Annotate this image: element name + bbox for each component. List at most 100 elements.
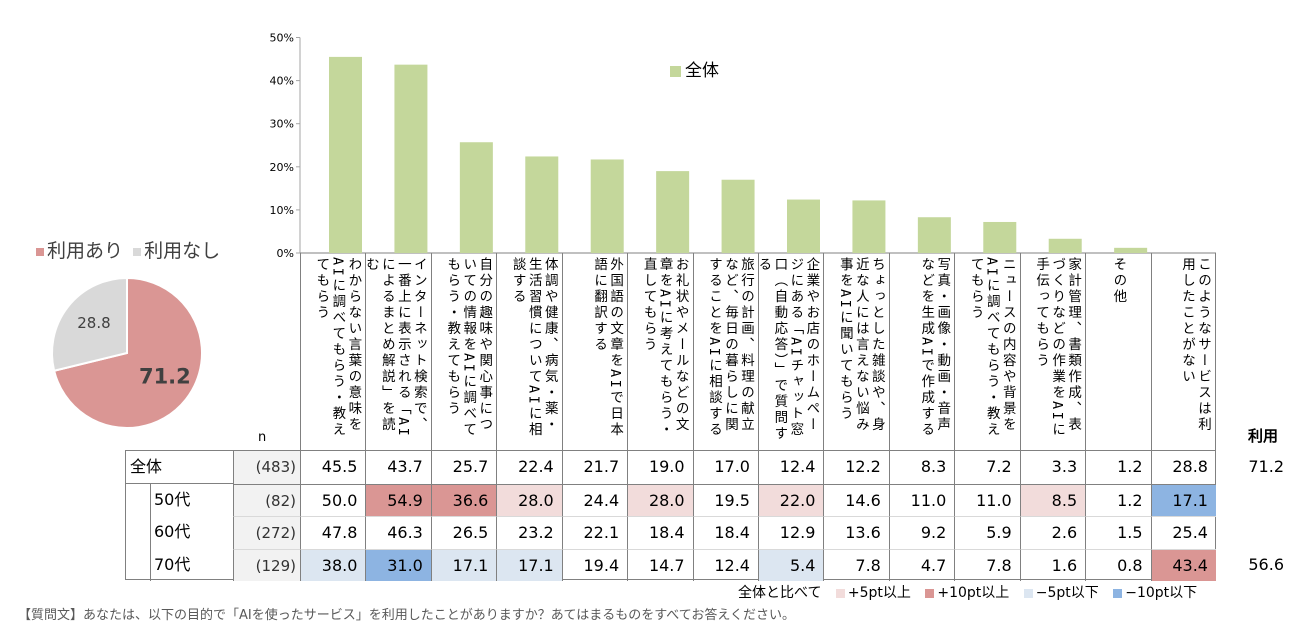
table-cell: 8.5 <box>1019 483 1086 516</box>
x-tick-label: 体調や健康、病気・薬・生活習慣についてAIに相談する <box>509 257 558 439</box>
x-tick-label: 外国語の文章をAIで日本語に翻訳する <box>591 257 624 439</box>
use-value: 56.6 <box>1248 554 1284 574</box>
highlight-legend-label: −10pt以下 <box>1125 585 1198 601</box>
y-tick-label: 20% <box>270 161 294 174</box>
table-cell: 7.8 <box>823 548 889 581</box>
x-tick-label: 家計管理、書類作成、表づくりなどの作業をAIに手伝ってもらう <box>1033 257 1082 439</box>
table-cell: 14.6 <box>823 483 889 516</box>
legend-swatch-icon <box>835 588 845 598</box>
bar <box>917 217 951 253</box>
category-cell: 外国語の文章をAIで日本語に翻訳する <box>561 253 627 450</box>
y-tick-label: 10% <box>270 204 294 217</box>
table-cell: 12.4 <box>758 451 823 484</box>
pie-legend-label: 利用なし <box>144 240 221 262</box>
x-tick-label: ニュースの内容や背景をAIに調べてもらう・教えてもらう <box>967 257 1016 439</box>
table-cell: 0.8 <box>1085 548 1151 581</box>
bar <box>394 64 428 253</box>
pie-slice <box>51 276 128 372</box>
bar <box>459 142 493 253</box>
legend-swatch-icon <box>925 588 935 598</box>
table-cell: 19.0 <box>627 451 692 484</box>
table-cell: 1.2 <box>1085 451 1150 484</box>
table-cell: 21.7 <box>561 451 627 484</box>
indent-divider <box>150 483 151 581</box>
y-tick-label: 50% <box>270 32 294 45</box>
pie-data-label: 28.8 <box>77 314 110 332</box>
table-cell: 1.5 <box>1085 516 1151 549</box>
table-cell: 45.5 <box>300 451 365 484</box>
table-cell: 36.6 <box>430 483 497 516</box>
table-cell: 11.0 <box>954 483 1020 516</box>
pie-legend-item-yes: 利用あり <box>36 240 123 262</box>
category-cell: 家計管理、書類作成、表づくりなどの作業をAIに手伝ってもらう <box>1019 253 1085 450</box>
table-cell: 8.3 <box>888 451 954 484</box>
x-tick-label: わからない言葉の意味をAIに調べてもらう・教えてもらう <box>313 257 362 439</box>
legend-swatch-icon <box>133 247 142 256</box>
category-cell: ちょっとした雑談や、身近な人には言えない悩み事をAIに聞いてもらう <box>823 253 888 450</box>
table-cell: 24.4 <box>561 483 628 516</box>
x-tick-label: ちょっとした雑談や、身近な人には言えない悩み事をAIに聞いてもらう <box>836 257 885 433</box>
x-tick-label: 企業やお店のホームページにある「AIチャット窓口（自動応答）」で質問する <box>755 257 820 443</box>
table-cell: 28.8 <box>1150 451 1216 484</box>
table-cell: 1.2 <box>1085 483 1151 516</box>
use-header: 利用 <box>1248 427 1279 445</box>
category-cell: 自分の趣味や関心事についての情報をAIに調べてもらう・教えてもらう <box>430 253 496 450</box>
table-cell: 7.2 <box>954 451 1019 484</box>
n-cell: (129) <box>233 548 300 581</box>
highlight-legend: 全体と比べて +5pt以上 +10pt以上 −5pt以下 −10pt以下 <box>738 582 1197 602</box>
row-label: 全体 <box>130 457 163 476</box>
x-tick-label: このようなサービスは利用したことがない <box>1178 257 1211 433</box>
table-cell: 19.4 <box>561 548 628 581</box>
x-tick-label: その他 <box>1110 257 1127 305</box>
table-cell: 17.1 <box>496 548 562 581</box>
pie-legend-label: 利用あり <box>47 240 124 262</box>
table-cell: 2.6 <box>1019 516 1086 549</box>
category-cell: その他 <box>1085 253 1150 450</box>
highlight-legend-intro: 全体と比べて <box>738 585 822 601</box>
table-cell: 5.9 <box>954 516 1020 549</box>
table-cell: 38.0 <box>300 548 366 581</box>
table-cell: 22.4 <box>496 451 561 484</box>
y-tick-label: 30% <box>270 118 294 131</box>
table-cell: 28.0 <box>627 483 693 516</box>
table-cell: 11.0 <box>888 483 955 516</box>
row-label: 50代 <box>154 489 191 509</box>
table-cell: 18.4 <box>627 516 693 549</box>
category-cell: 体調や健康、病気・薬・生活習慣についてAIに相談する <box>496 253 561 450</box>
category-cell: 旅行の計画、料理の献立など、毎日の暮らしに関することをAIに相談する <box>692 253 758 450</box>
x-tick-label: 写真・画像・動画・音声などを生成AIで作成する <box>918 257 951 439</box>
table-cell: 3.3 <box>1019 451 1085 484</box>
y-tick-label: 0% <box>277 247 294 260</box>
bar <box>721 179 755 253</box>
table-cell: 25.4 <box>1150 516 1216 549</box>
table-cell: 1.6 <box>1019 548 1086 581</box>
table-cell: 19.5 <box>692 483 758 516</box>
pie-legend-item-no: 利用なし <box>133 240 220 262</box>
table-cell: 54.9 <box>365 483 431 516</box>
table-cell: 13.6 <box>823 516 889 549</box>
table-cell: 23.2 <box>496 516 562 549</box>
x-tick-label: インターネット検索で、一番上に表示される「AIによるまとめ解説」を読む <box>362 257 427 439</box>
category-cell: このようなサービスは利用したことがない <box>1150 253 1216 450</box>
category-cell: インターネット検索で、一番上に表示される「AIによるまとめ解説」を読む <box>362 253 430 450</box>
n-cell: (82) <box>233 483 300 516</box>
legend-swatch-icon <box>670 65 681 77</box>
bar <box>983 221 1017 253</box>
table-cell: 22.1 <box>561 516 628 549</box>
table-cell: 5.4 <box>758 548 824 581</box>
bar <box>590 159 624 253</box>
table-cell: 17.1 <box>1150 483 1216 516</box>
use-value: 71.2 <box>1248 457 1284 476</box>
y-tick-label: 40% <box>270 75 294 88</box>
bar <box>1114 247 1148 253</box>
x-tick-label: 旅行の計画、料理の献立など、毎日の暮らしに関することをAIに相談する <box>705 257 754 439</box>
bar <box>852 200 886 253</box>
table-cell: 50.0 <box>300 483 366 516</box>
table-cell: 46.3 <box>365 516 431 549</box>
row-divider <box>126 483 150 484</box>
row-label: 60代 <box>154 522 191 541</box>
legend-swatch-icon <box>1113 588 1123 598</box>
table-cell: 17.1 <box>430 548 497 581</box>
table-cell: 14.7 <box>627 548 693 581</box>
